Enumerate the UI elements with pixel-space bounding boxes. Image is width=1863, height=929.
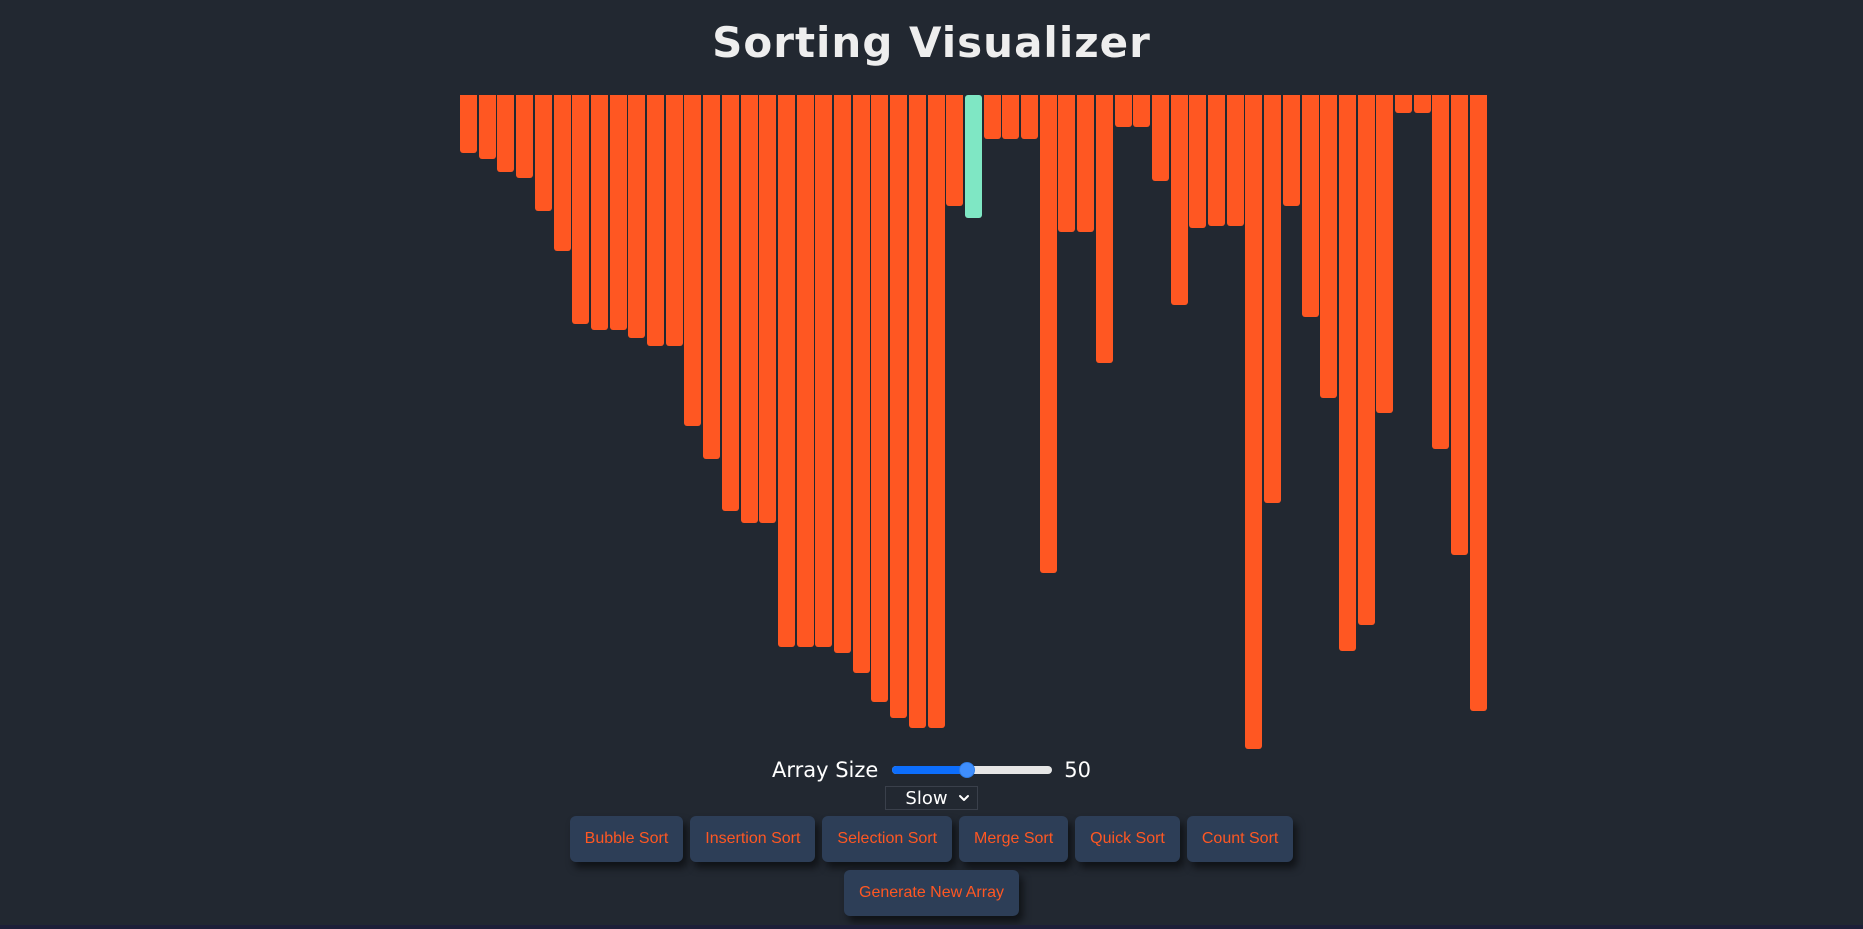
bar [553,95,571,251]
bar [946,95,964,206]
bar [1376,95,1394,413]
bar [1338,95,1356,651]
bar [1245,95,1263,749]
bar [1320,95,1338,398]
array-size-control: Array Size 50 [0,757,1863,783]
bar [852,95,870,673]
speed-select-value: Slow [905,787,948,809]
bar [1469,95,1487,711]
bar [1114,95,1132,127]
slider-thumb[interactable] [959,762,976,778]
bar [1039,95,1057,573]
bar [1451,95,1469,555]
bar [1151,95,1169,181]
bar [1002,95,1020,139]
bar [609,95,627,330]
speed-select[interactable]: Slow [885,786,978,810]
bar [534,95,552,211]
bar [1189,95,1207,228]
array-size-value: 50 [1064,758,1092,782]
bar [478,95,496,159]
bar-active [964,95,982,218]
bar [777,95,795,647]
bar [628,95,646,338]
bar [590,95,608,330]
array-size-label: Array Size [771,758,879,782]
bar [815,95,833,647]
bar [665,95,683,346]
bar [497,95,515,172]
bar [1357,95,1375,625]
bar [572,95,590,324]
selection-sort-button[interactable]: Selection Sort [822,816,953,862]
bar [927,95,945,728]
bar [871,95,889,702]
bar [516,95,534,178]
bar [890,95,908,718]
bar [1432,95,1450,449]
bar [1133,95,1151,127]
bar [796,95,814,647]
bar [721,95,739,511]
page-title: Sorting Visualizer [712,18,1151,67]
bar [740,95,758,523]
bar [1395,95,1412,113]
bar-chart [460,95,1487,749]
bar [1077,95,1095,232]
sort-buttons: Bubble Sort Insertion Sort Selection Sor… [0,816,1863,862]
quick-sort-button[interactable]: Quick Sort [1075,816,1180,862]
bar [908,95,926,728]
slider-fill [892,766,968,774]
bar [460,95,477,153]
bar [1413,95,1431,113]
bar [703,95,721,459]
bar [1208,95,1225,226]
bar [983,95,1001,139]
bubble-sort-button[interactable]: Bubble Sort [569,816,684,862]
bottom-strip [0,925,1863,929]
merge-sort-button[interactable]: Merge Sort [959,816,1069,862]
bar [1095,95,1113,363]
bar [1170,95,1188,305]
generate-new-array-button[interactable]: Generate New Array [844,870,1019,916]
bar [1282,95,1300,206]
bar [647,95,664,346]
bar [1264,95,1282,503]
bar [1058,95,1076,232]
chevron-down-icon [959,795,969,801]
bar [1021,95,1038,139]
bar [1301,95,1319,317]
bar [1226,95,1244,226]
array-size-slider[interactable] [892,757,1053,783]
insertion-sort-button[interactable]: Insertion Sort [690,816,816,862]
bar [834,95,851,653]
count-sort-button[interactable]: Count Sort [1186,816,1294,862]
bar [684,95,702,426]
bar [759,95,777,523]
